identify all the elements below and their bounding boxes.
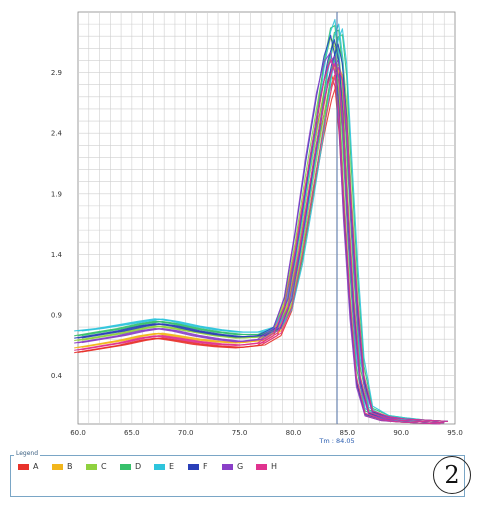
legend-label: G: [237, 462, 244, 471]
series-line-E: [81, 28, 449, 422]
legend-label: H: [271, 462, 278, 471]
legend-item-H: H: [256, 462, 290, 471]
series-line-H: [74, 58, 441, 425]
y-tick-label: 0.9: [51, 311, 62, 319]
panel-number-badge: 2: [433, 456, 471, 494]
x-tick-label: 95.0: [447, 429, 463, 437]
legend-label: F: [203, 462, 208, 471]
tm-label: Tm : 84.05: [318, 437, 354, 445]
legend-swatch: [120, 463, 131, 470]
x-tick-label: 90.0: [393, 429, 409, 437]
x-tick-label: 75.0: [232, 429, 248, 437]
x-tick-label: 65.0: [124, 429, 140, 437]
x-tick-label: 60.0: [70, 429, 86, 437]
y-tick-label: 0.4: [51, 372, 63, 380]
y-tick-label: 1.9: [51, 190, 62, 198]
legend-swatch: [154, 463, 165, 470]
legend-swatch: [86, 463, 97, 470]
legend-swatch: [52, 463, 63, 470]
x-tick-label: 70.0: [178, 429, 194, 437]
legend-item-G: G: [222, 462, 256, 471]
legend-swatch: [222, 463, 233, 470]
legend-item-A: A: [18, 462, 52, 471]
legend-label: E: [169, 462, 175, 471]
legend-swatch: [256, 463, 267, 470]
legend-item-C: C: [86, 462, 120, 471]
y-tick-label: 2.4: [51, 130, 63, 138]
legend-label: C: [101, 462, 107, 471]
series-line-H: [77, 62, 445, 424]
legend-label: B: [67, 462, 73, 471]
y-tick-label: 1.4: [51, 251, 63, 259]
legend-item-B: B: [52, 462, 86, 471]
legend-title: Legend: [14, 450, 41, 457]
legend-swatch: [188, 463, 199, 470]
series-line-H: [81, 67, 449, 422]
x-tick-label: 85.0: [339, 429, 355, 437]
legend-label: D: [135, 462, 142, 471]
x-tick-label: 80.0: [286, 429, 302, 437]
legend: A B C D E F G H: [18, 462, 290, 471]
legend-item-F: F: [188, 462, 222, 471]
y-tick-label: 2.9: [51, 69, 62, 77]
legend-label: A: [33, 462, 39, 471]
legend-item-E: E: [154, 462, 188, 471]
legend-item-D: D: [120, 462, 154, 471]
legend-swatch: [18, 463, 29, 470]
